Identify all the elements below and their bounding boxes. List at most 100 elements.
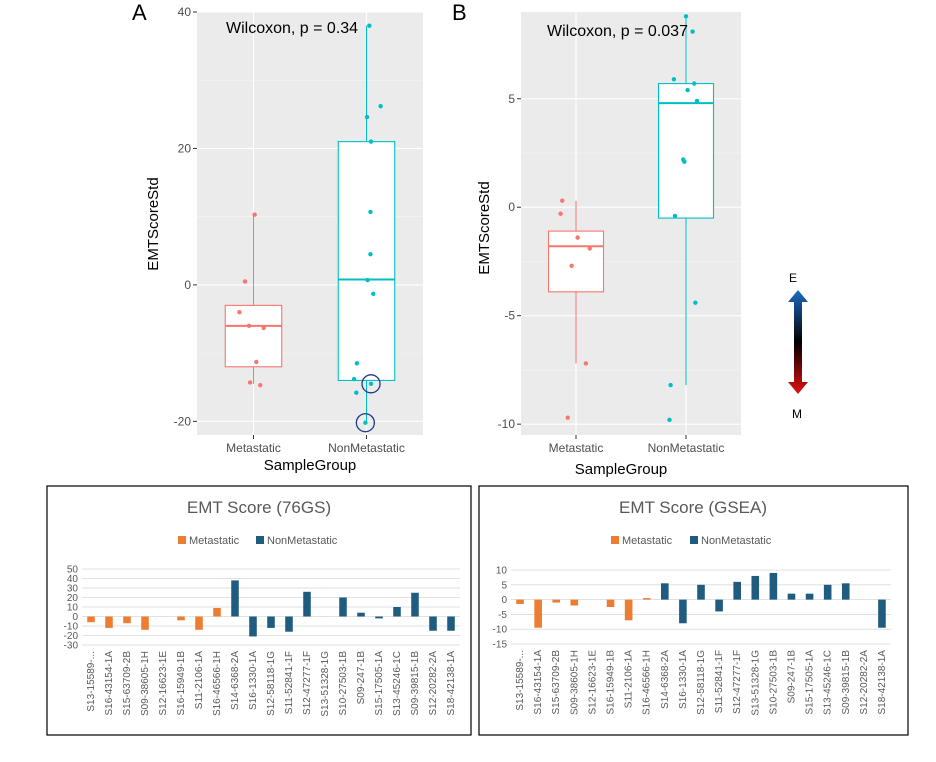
x-axis-title: SampleGroup xyxy=(264,457,357,474)
x-tick-label: S15-17505-1A xyxy=(805,650,816,715)
data-point xyxy=(378,103,383,109)
bar xyxy=(141,616,149,630)
x-tick-label: S16-1330-1A xyxy=(678,650,689,709)
bar xyxy=(606,599,615,607)
data-point xyxy=(368,209,373,215)
box-iqr xyxy=(337,141,396,381)
y-tick-label: -10 xyxy=(493,625,508,636)
y-tick-label: 50 xyxy=(67,565,79,576)
x-tick-label: S16-43154-1A xyxy=(104,651,115,716)
bar xyxy=(679,599,687,624)
data-point xyxy=(254,359,259,365)
bar xyxy=(123,616,131,624)
x-tick-label: S11-52841-1F xyxy=(284,651,295,714)
x-tick-label: S16-43154-1A xyxy=(533,650,544,715)
y-tick-label: 40 xyxy=(178,5,192,19)
axis-ticks: -10 -5 0 5 Metastatic NonMetastatic xyxy=(498,92,725,455)
data-point xyxy=(690,29,695,34)
x-tick-label: S16-15949-1B xyxy=(606,650,617,715)
legend-swatch-metastatic xyxy=(611,536,619,544)
wilcoxon-annotation: Wilcoxon, p = 0.037 xyxy=(547,23,688,40)
bar xyxy=(195,616,203,630)
y-tick-label: -10 xyxy=(64,622,79,633)
legend-label-metastatic: Metastatic xyxy=(189,535,240,547)
data-point xyxy=(565,415,570,420)
data-points xyxy=(237,23,383,433)
data-point xyxy=(261,325,266,331)
x-tick-label: S12-16623-1E xyxy=(587,650,598,715)
data-points xyxy=(558,14,700,423)
boxes xyxy=(224,25,396,422)
data-point xyxy=(667,417,672,423)
data-point xyxy=(252,212,257,217)
x-tick-label: Metastatic xyxy=(549,441,604,455)
x-tick-label: S13-45246-1C xyxy=(823,650,834,715)
bar xyxy=(375,616,383,619)
x-tick-label: S14-6368-2A xyxy=(230,651,241,710)
chart-frame xyxy=(478,485,909,736)
x-tick-label: S09-247-1B xyxy=(786,650,797,704)
data-point xyxy=(242,279,248,284)
data-point xyxy=(247,380,253,385)
y-tick-label: 40 xyxy=(67,574,79,585)
emt-gradient-arrow: E M xyxy=(788,271,808,421)
bar xyxy=(213,607,221,617)
data-point xyxy=(668,382,673,388)
y-tick-label: -10 xyxy=(498,417,516,431)
x-tick-label: S12-58118-1G xyxy=(696,650,707,715)
bar xyxy=(624,599,633,621)
box-iqr xyxy=(547,230,605,293)
x-tick-label: S13-45246-1C xyxy=(392,651,403,716)
y-tick-label: -30 xyxy=(64,641,79,652)
data-point xyxy=(237,309,242,315)
y-tick-label: 20 xyxy=(178,141,192,155)
y-tick-label: 20 xyxy=(67,593,79,604)
wilcoxon-annotation: Wilcoxon, p = 0.34 xyxy=(226,20,358,37)
x-tick-label: S09-38605-1H xyxy=(569,650,580,715)
bar xyxy=(751,575,760,600)
bar xyxy=(552,599,561,603)
bar xyxy=(231,580,239,617)
data-point xyxy=(368,252,373,257)
x-tick-label: S16-46566-1H xyxy=(642,650,653,715)
x-tick-label: S12-47277-1F xyxy=(732,650,743,714)
bar xyxy=(516,599,524,605)
legend-label-metastatic: Metastatic xyxy=(622,535,673,547)
x-tick-label: S16-46566-1H xyxy=(212,651,223,716)
data-point xyxy=(560,198,565,203)
data-point xyxy=(694,98,700,104)
y-tick-label: -5 xyxy=(504,309,515,323)
x-tick-label: S09-38605-1H xyxy=(140,651,151,716)
y-axis-title: EMTScoreStd xyxy=(145,177,162,270)
x-tick-label: S12-16623-1E xyxy=(158,651,169,716)
bar xyxy=(285,616,293,632)
legend-swatch-nonmetastatic xyxy=(690,536,698,544)
boxplot-panel-a: A -20 0 20 40 Metastatic NonMetastatic Wilcox… xyxy=(132,0,423,474)
axis-ticks: -20 0 20 40 Metastatic NonMetastatic xyxy=(174,5,405,455)
bar-chart-76gs: EMT Score (76GS) Metastatic NonMetastati… xyxy=(46,485,472,736)
y-tick-label: 5 xyxy=(501,580,507,591)
x-tick-label: S09-39815-1B xyxy=(410,651,421,716)
axis-ticks: -15 -10 -5 0 5 10 S13-15589-... S16-43154-1A S15… xyxy=(493,566,888,716)
data-point xyxy=(682,159,687,164)
x-tick-label: S13-15589-... xyxy=(86,651,97,712)
bar xyxy=(823,584,832,600)
bar xyxy=(769,572,778,600)
bar xyxy=(841,583,850,600)
x-tick-label: S14-6368-2A xyxy=(660,650,671,709)
x-tick-label: S15-63709-2B xyxy=(122,651,133,716)
y-tick-label: 30 xyxy=(67,584,79,595)
bar xyxy=(105,616,113,628)
x-tick-label: S16-15949-1B xyxy=(176,651,187,716)
data-point xyxy=(354,390,359,395)
y-tick-label: 0 xyxy=(72,612,78,623)
data-point xyxy=(367,23,372,28)
chart-title: EMT Score (GSEA) xyxy=(619,498,767,517)
x-tick-label: S18-42138-1A xyxy=(446,651,457,716)
bars xyxy=(87,580,455,637)
data-point xyxy=(575,235,580,240)
x-tick-label: NonMetastatic xyxy=(648,441,725,455)
bar xyxy=(534,599,542,628)
data-point xyxy=(685,87,690,93)
